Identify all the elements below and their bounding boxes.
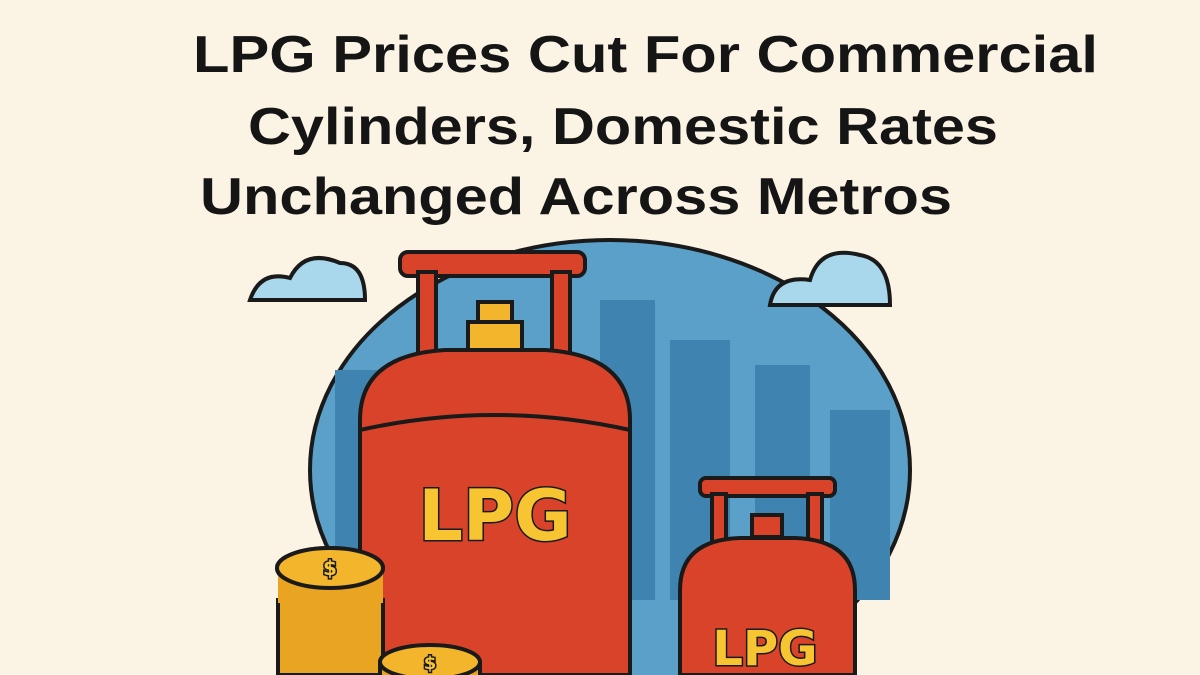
headline-line: LPG Prices Cut For Commercial	[193, 26, 1098, 84]
headline-line: Unchanged Across Metros	[200, 168, 952, 226]
scene	[247, 238, 912, 675]
cloud	[247, 256, 368, 302]
small-cylinder	[678, 476, 857, 675]
headline-line: Cylinders, Domestic Rates	[248, 98, 998, 156]
cylinder-label: LPG	[418, 475, 571, 557]
coin-symbol: $	[323, 556, 337, 580]
cylinder-label: LPG	[712, 621, 817, 675]
cloud	[767, 250, 893, 307]
coin-symbol: $	[424, 653, 437, 674]
coin-stacks	[275, 546, 482, 675]
large-cylinder	[358, 250, 632, 675]
